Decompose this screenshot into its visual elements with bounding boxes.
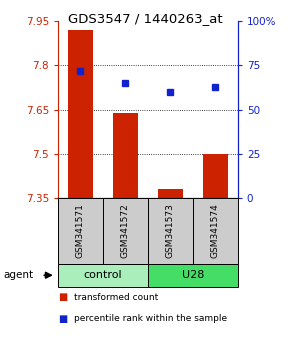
Text: GSM341572: GSM341572 [121,204,130,258]
Text: agent: agent [3,270,33,280]
FancyBboxPatch shape [103,198,148,264]
Text: U28: U28 [182,270,204,280]
Text: GDS3547 / 1440263_at: GDS3547 / 1440263_at [68,12,222,25]
Text: percentile rank within the sample: percentile rank within the sample [74,314,227,323]
Text: ■: ■ [58,292,67,302]
Text: control: control [84,270,122,280]
Bar [68,30,93,198]
FancyBboxPatch shape [58,198,103,264]
FancyBboxPatch shape [148,198,193,264]
Bar [203,154,228,198]
FancyBboxPatch shape [193,198,238,264]
Text: transformed count: transformed count [74,293,158,302]
Text: ■: ■ [58,314,67,324]
Text: GSM341573: GSM341573 [166,204,175,258]
Text: GSM341571: GSM341571 [76,204,85,258]
FancyBboxPatch shape [58,264,148,287]
Bar [158,189,183,198]
Bar [113,113,138,198]
Text: GSM341574: GSM341574 [211,204,220,258]
FancyBboxPatch shape [148,264,238,287]
